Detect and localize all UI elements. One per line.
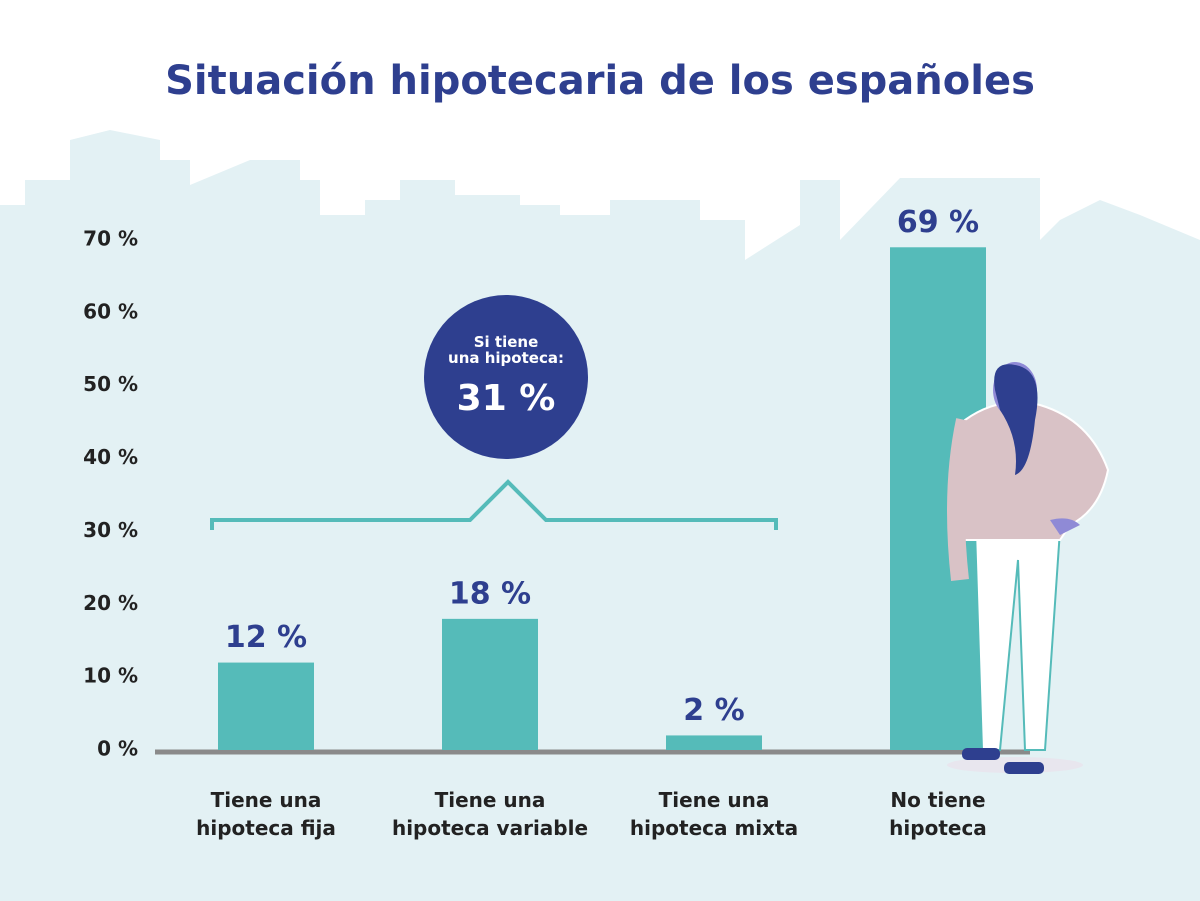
- y-tick-label: 40 %: [83, 445, 138, 469]
- y-tick-label: 20 %: [83, 591, 138, 615]
- x-tick-label: Tiene una hipoteca variable: [392, 788, 588, 840]
- value-label: 69 %: [897, 205, 979, 240]
- bracket: [210, 479, 778, 530]
- bubble: [424, 295, 588, 459]
- y-tick-label: 70 %: [83, 227, 138, 251]
- value-label: 12 %: [225, 620, 307, 655]
- y-tick-label: 60 %: [83, 299, 138, 323]
- y-tick-label: 10 %: [83, 664, 138, 688]
- y-tick-label: 30 %: [83, 518, 138, 542]
- chart-title: Situación hipotecaria de los españoles: [165, 58, 1035, 104]
- x-tick-label: Tiene una hipoteca fija: [196, 788, 336, 840]
- bar: [666, 735, 762, 750]
- value-label: 18 %: [449, 576, 531, 611]
- value-label: 2 %: [683, 693, 744, 728]
- annotation-text: Si tiene una hipoteca:: [448, 333, 564, 367]
- figure: [947, 362, 1110, 774]
- annotation-value: 31 %: [457, 378, 556, 419]
- y-tick-label: 0 %: [97, 737, 138, 761]
- bar: [218, 662, 314, 750]
- x-tick-label: No tiene hipoteca: [889, 788, 987, 840]
- x-tick-label: Tiene una hipoteca mixta: [630, 788, 798, 840]
- bar: [442, 618, 538, 750]
- y-tick-label: 50 %: [83, 372, 138, 396]
